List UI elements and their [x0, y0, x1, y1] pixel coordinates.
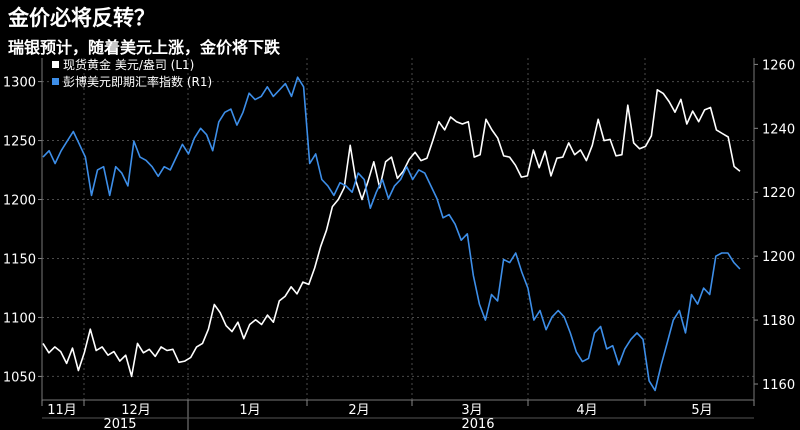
month-label: 12月 — [121, 403, 151, 418]
legend-swatch — [52, 61, 59, 68]
left-axis: 1050 1100 1150 1200 1250 1300 — [3, 58, 43, 400]
gold-price-line — [42, 89, 741, 378]
right-tick-label: 1220 — [762, 186, 795, 201]
year-label: 2015 — [103, 417, 136, 430]
right-tick-label: 1160 — [762, 378, 795, 393]
left-tick-label: 1100 — [3, 311, 36, 326]
right-tick-label: 1260 — [762, 58, 795, 73]
legend-label: 现货黄金 美元/盎司 (L1) — [63, 57, 194, 72]
month-label: 11月 — [47, 403, 77, 418]
month-label: 2月 — [348, 403, 369, 418]
left-tick-label: 1150 — [3, 252, 36, 267]
year-label: 2016 — [461, 417, 494, 430]
x-axis: 11月 12月 1月 2月 3月 4月 5月 2015 2016 — [41, 399, 755, 430]
legend: 现货黄金 美元/盎司 (L1) 彭博美元即期汇率指数 (R1) — [52, 57, 212, 89]
grid-lines — [42, 58, 754, 400]
right-tick-label: 1180 — [762, 314, 795, 329]
month-label: 4月 — [576, 403, 597, 418]
right-axis: 1160 1180 1200 1220 1240 1260 — [753, 58, 795, 400]
month-label: 1月 — [239, 403, 260, 418]
month-label: 5月 — [691, 403, 712, 418]
right-tick-label: 1200 — [762, 250, 795, 265]
left-tick-label: 1250 — [3, 135, 36, 150]
left-tick-label: 1200 — [3, 194, 36, 209]
chart-title: 金价必将反转？ — [8, 6, 155, 30]
chart-subtitle: 瑞银预计，随着美元上涨，金价将下跌 — [8, 38, 281, 57]
series-lines — [42, 76, 741, 392]
left-tick-label: 1050 — [3, 370, 36, 385]
legend-swatch — [52, 78, 59, 85]
month-label: 3月 — [461, 403, 482, 418]
left-tick-label: 1300 — [3, 76, 36, 91]
right-tick-label: 1240 — [762, 122, 795, 137]
dollar-index-line — [42, 76, 741, 392]
legend-label: 彭博美元即期汇率指数 (R1) — [63, 74, 212, 89]
